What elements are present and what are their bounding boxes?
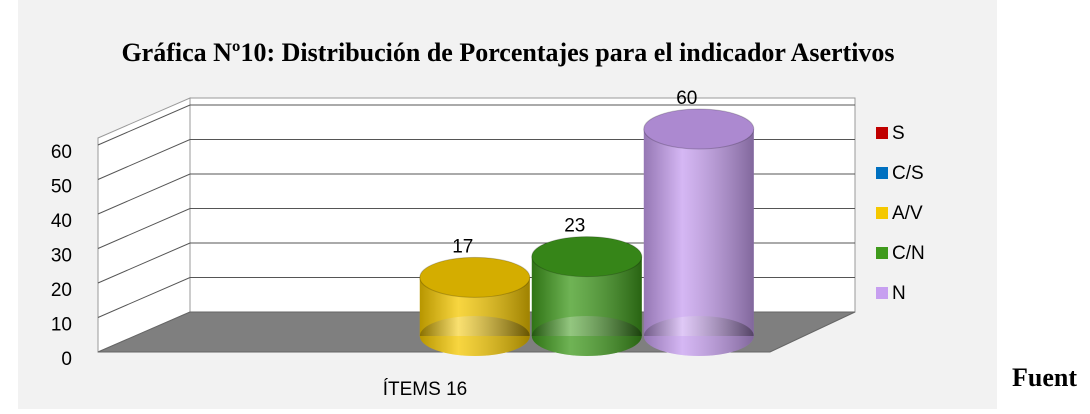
cylinder — [419, 256, 531, 356]
y-tick-label: 50 — [51, 177, 72, 198]
x-tick-label: ÍTEMS 16 — [383, 379, 467, 400]
y-tick-label: 10 — [51, 315, 72, 336]
grid-line — [97, 208, 855, 249]
bar-top-shade — [643, 109, 754, 149]
side-text: Fuent — [1012, 363, 1077, 392]
legend-swatch — [876, 127, 888, 139]
legend-label: N — [892, 283, 906, 304]
bar-top-shade — [531, 236, 642, 277]
grid-line — [97, 173, 855, 215]
grid-line — [97, 242, 855, 284]
data-label: 17 — [452, 236, 473, 257]
bar-top — [643, 108, 755, 150]
bar-top — [419, 256, 531, 298]
bar-bottom-shade — [531, 316, 642, 356]
chart-title: Gráfica Nº10: Distribución de Porcentaje… — [121, 38, 894, 67]
bar-bottom-shade — [643, 316, 754, 356]
data-label: 23 — [564, 216, 585, 237]
bar-shade — [643, 129, 754, 336]
legend-label: C/N — [892, 243, 925, 264]
legend-swatch — [876, 287, 888, 299]
bar-top-shade — [419, 257, 530, 298]
y-tick-label: 40 — [51, 211, 72, 232]
cylinder — [643, 108, 755, 356]
legend-label: S — [892, 123, 905, 144]
cylinder — [531, 236, 643, 356]
bar-top — [531, 236, 643, 278]
legend-label: A/V — [892, 203, 923, 224]
y-tick-label: 60 — [51, 142, 72, 163]
data-label: 60 — [676, 88, 697, 109]
y-tick-label: 20 — [51, 280, 72, 301]
legend-swatch — [876, 207, 888, 219]
y-tick-label: 30 — [51, 246, 72, 267]
legend-swatch — [876, 247, 888, 259]
bar-bottom-shade — [419, 316, 530, 356]
grid-line — [97, 139, 855, 180]
side-wall — [97, 97, 191, 353]
legend-label: C/S — [892, 163, 924, 184]
legend-swatch — [876, 167, 888, 179]
grid-line — [97, 104, 855, 146]
y-tick-label: 0 — [61, 349, 72, 370]
